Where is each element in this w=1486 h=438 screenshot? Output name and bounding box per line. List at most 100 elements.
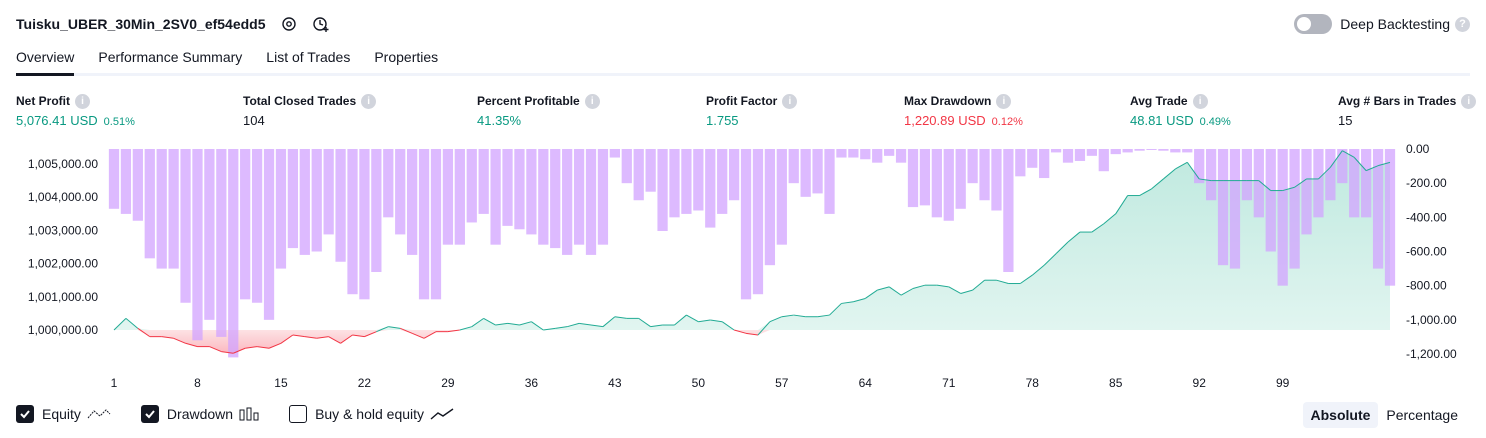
tab-overview[interactable]: Overview bbox=[16, 44, 75, 76]
drawdown-bar bbox=[1372, 149, 1384, 269]
left-axis-tick-label: 1,003,000.00 bbox=[28, 223, 98, 237]
tab-list-of-trades[interactable]: List of Trades bbox=[266, 49, 351, 65]
info-icon[interactable]: i bbox=[584, 93, 600, 109]
drawdown-bar bbox=[1122, 149, 1133, 153]
equity-line-segment bbox=[1377, 161, 1391, 167]
chart-legend: Equity Drawdown Buy & hold equity bbox=[16, 402, 484, 426]
info-icon[interactable]: i bbox=[75, 93, 90, 109]
x-axis-tick-label: 43 bbox=[608, 376, 622, 390]
drawdown-bar bbox=[884, 149, 895, 156]
metric-value: 104 bbox=[243, 113, 265, 128]
equity-line-segment bbox=[245, 346, 258, 349]
drawdown-bar bbox=[168, 149, 179, 269]
metric-value: 48.81 USD bbox=[1130, 113, 1194, 128]
equity-line-segment bbox=[459, 326, 472, 331]
equity-line-segment bbox=[221, 351, 234, 354]
equity-line-segment bbox=[567, 322, 580, 328]
source-code-icon[interactable] bbox=[312, 15, 330, 33]
drawdown-checkbox[interactable] bbox=[140, 405, 159, 423]
equity-line-segment bbox=[268, 342, 282, 349]
drawdown-bar bbox=[776, 149, 787, 245]
equity-line-segment bbox=[233, 347, 246, 354]
metric-total-closed-trades: Total Closed Trades i 104 bbox=[243, 92, 377, 128]
tab-properties[interactable]: Properties bbox=[374, 49, 439, 65]
deep-backtesting-toggle[interactable] bbox=[1294, 14, 1333, 34]
equity-line-segment bbox=[257, 346, 270, 349]
drawdown-bar bbox=[466, 149, 477, 223]
equity-line-segment bbox=[936, 284, 949, 288]
drawdown-bar bbox=[454, 149, 465, 245]
equity-line-segment bbox=[793, 314, 806, 318]
drawdown-bar bbox=[228, 149, 239, 358]
metric-value: 1,220.89 USD bbox=[904, 113, 986, 128]
absolute-button[interactable]: Absolute bbox=[1302, 402, 1379, 428]
equity-line-segment bbox=[1282, 186, 1295, 192]
drawdown-bar bbox=[1241, 149, 1253, 201]
equity-line-segment bbox=[495, 322, 508, 326]
left-axis-tick-label: 1,002,000.00 bbox=[28, 257, 98, 271]
drawdown-bar bbox=[848, 149, 859, 158]
drawdown-bar bbox=[1134, 149, 1145, 151]
drawdown-bar bbox=[1098, 149, 1109, 172]
info-icon[interactable]: i bbox=[1461, 93, 1477, 109]
drawdown-bars-icon bbox=[239, 407, 259, 421]
x-axis-tick-label: 15 bbox=[274, 376, 288, 390]
equity-line-segment bbox=[1294, 178, 1307, 188]
drawdown-bar bbox=[931, 149, 942, 218]
drawdown-bar bbox=[192, 149, 203, 341]
legend-equity[interactable]: Equity bbox=[16, 405, 111, 423]
buy-hold-checkbox[interactable] bbox=[289, 405, 308, 423]
drawdown-bar bbox=[609, 149, 620, 158]
equity-line-segment bbox=[352, 334, 365, 338]
x-axis-tick-label: 64 bbox=[859, 376, 873, 390]
settings-gear-icon[interactable] bbox=[280, 15, 298, 33]
help-icon[interactable]: ? bbox=[1455, 16, 1470, 32]
tab-performance-summary[interactable]: Performance Summary bbox=[98, 49, 243, 65]
equity-line-segment bbox=[602, 316, 616, 328]
equity-line-segment bbox=[316, 336, 329, 339]
metric-label: Profit Factor bbox=[706, 94, 778, 108]
drawdown-bar bbox=[1170, 149, 1181, 153]
equity-line-segment bbox=[900, 288, 914, 296]
equity-line-segment bbox=[1318, 166, 1331, 180]
equity-line-segment bbox=[543, 327, 556, 331]
drawdown-bar bbox=[180, 149, 191, 303]
info-icon[interactable]: i bbox=[782, 93, 798, 109]
equity-line-segment bbox=[519, 321, 532, 326]
drawdown-bar bbox=[728, 149, 740, 201]
equity-line-segment bbox=[209, 346, 222, 353]
drawdown-bar bbox=[872, 149, 883, 163]
equity-line-segment bbox=[769, 316, 783, 323]
x-axis-tick-label: 22 bbox=[358, 376, 372, 390]
legend-buy-hold-equity[interactable]: Buy & hold equity bbox=[289, 405, 454, 423]
drawdown-bar bbox=[633, 149, 644, 201]
equity-drawdown-chart[interactable]: 1,005,000.00 1,004,000.00 1,003,000.00 1,00… bbox=[0, 140, 1486, 398]
metric-percent-profitable: Percent Profitable i 41.35% bbox=[477, 92, 600, 128]
legend-drawdown[interactable]: Drawdown bbox=[140, 405, 259, 423]
x-axis-tick-label: 1 bbox=[111, 376, 118, 390]
right-axis-tick-label: -1,200.00 bbox=[1406, 347, 1457, 361]
equity-line-segment bbox=[531, 321, 544, 331]
info-icon[interactable]: i bbox=[996, 93, 1012, 109]
drawdown-bar bbox=[240, 149, 251, 300]
drawdown-bar bbox=[514, 149, 525, 230]
equity-line-segment bbox=[650, 324, 663, 328]
drawdown-bar bbox=[395, 149, 406, 235]
info-icon[interactable]: i bbox=[361, 93, 377, 109]
equity-checkbox[interactable] bbox=[16, 405, 34, 423]
drawdown-bar bbox=[287, 149, 299, 249]
percentage-button[interactable]: Percentage bbox=[1386, 407, 1458, 423]
equity-line-segment bbox=[614, 316, 627, 319]
drawdown-bar bbox=[490, 149, 501, 245]
info-icon[interactable]: i bbox=[1192, 93, 1208, 109]
equity-line-segment bbox=[1353, 157, 1367, 171]
equity-line-segment bbox=[411, 332, 425, 339]
equity-line-segment bbox=[340, 334, 353, 344]
drawdown-bar bbox=[418, 149, 430, 300]
equity-line-segment bbox=[579, 322, 592, 326]
drawdown-bar bbox=[371, 149, 382, 272]
drawdown-bar bbox=[1384, 149, 1396, 286]
metric-avg-trade: Avg Trade i 48.81 USD 0.49% bbox=[1130, 92, 1231, 128]
right-axis-tick-label: -800.00 bbox=[1406, 279, 1447, 293]
drawdown-bar bbox=[1050, 149, 1062, 153]
